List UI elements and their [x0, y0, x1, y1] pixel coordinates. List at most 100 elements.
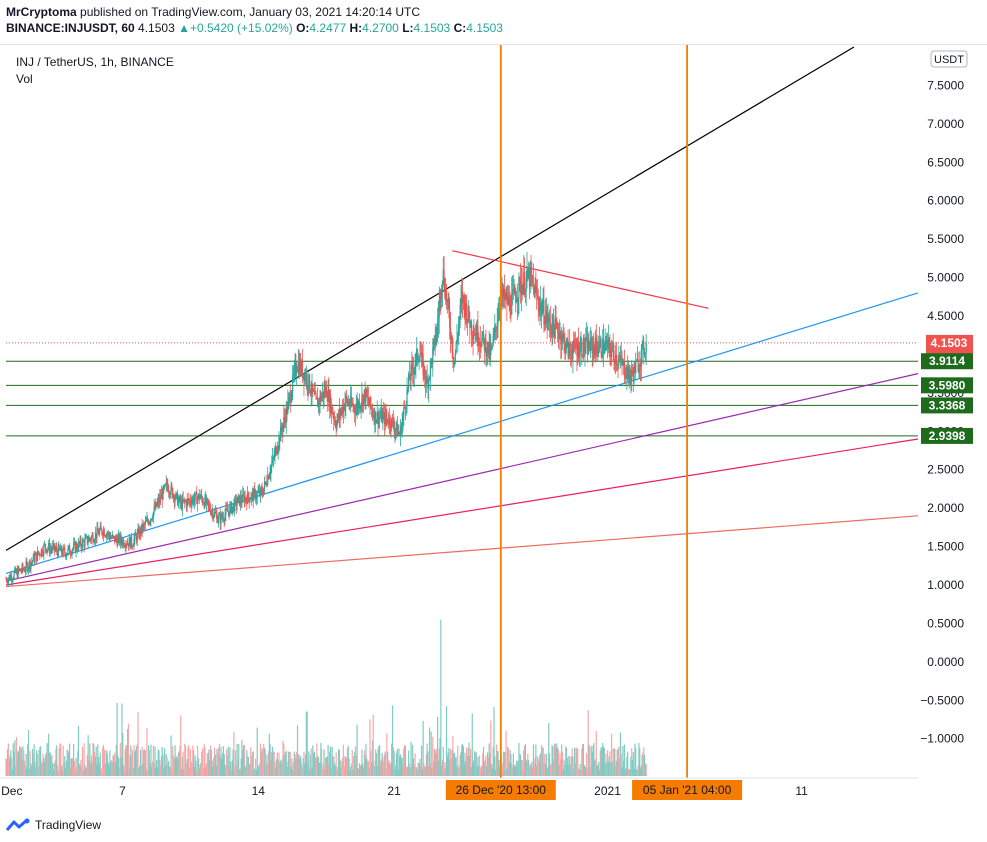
price-axis[interactable]: 7.50007.00006.50006.00005.50005.00004.50…	[918, 45, 987, 778]
volume-bar	[605, 753, 607, 776]
volume-bar	[486, 766, 488, 776]
candle-body	[429, 361, 431, 378]
candle-body	[592, 344, 594, 354]
marker-time-badge[interactable]	[445, 780, 556, 800]
candle-body	[298, 362, 300, 375]
volume-bar	[638, 743, 640, 776]
candle-body	[548, 315, 551, 323]
candle-body	[623, 361, 625, 363]
candle-body	[438, 302, 440, 318]
candle-body	[383, 412, 385, 415]
volume-bar	[279, 760, 282, 776]
candle-body	[342, 405, 345, 414]
volume-bar	[143, 749, 145, 776]
volume-bar	[312, 745, 314, 776]
candle-body	[415, 354, 417, 365]
series-title[interactable]: INJ / TetherUS, 1h, BINANCE	[16, 55, 174, 69]
volume-bar	[60, 743, 62, 776]
candle-body	[217, 515, 220, 521]
candle-body	[73, 541, 76, 544]
volume-bar	[508, 762, 510, 776]
candle-body	[118, 534, 120, 538]
candle-body	[364, 389, 366, 402]
volume-label[interactable]: Vol	[16, 72, 33, 86]
volume-bar	[292, 762, 295, 776]
candle-body	[377, 412, 379, 424]
trend-line[interactable]	[5, 438, 919, 586]
trend-line[interactable]	[5, 515, 919, 588]
candle-body	[566, 339, 568, 341]
candle-body	[64, 553, 67, 558]
volume-bar	[27, 729, 30, 776]
candle-body	[122, 539, 124, 545]
candle-body	[474, 333, 477, 336]
trend-lines[interactable]	[5, 46, 919, 588]
volume-bar	[70, 758, 72, 776]
volume-bar	[199, 764, 201, 776]
trend-line[interactable]	[452, 250, 709, 309]
volume-bar	[359, 765, 361, 776]
candle-body	[106, 534, 109, 535]
trend-line[interactable]	[5, 46, 855, 551]
author-name[interactable]: MrCryptoma	[6, 5, 77, 19]
trend-line[interactable]	[5, 373, 919, 582]
trend-line[interactable]	[5, 292, 919, 575]
candle-body	[471, 334, 473, 337]
volume-bar	[150, 744, 152, 776]
candle-body	[40, 555, 42, 557]
volume-bar	[453, 753, 455, 776]
volume-bar	[566, 757, 568, 776]
candle-body	[283, 417, 285, 425]
candle-body	[271, 457, 274, 464]
candle-body	[509, 297, 511, 313]
volume-bar	[375, 752, 378, 776]
marker-time-badge[interactable]	[632, 780, 743, 800]
volume-bar	[244, 765, 246, 776]
candle-body	[362, 394, 365, 406]
unit-box[interactable]	[930, 50, 968, 68]
unit-label[interactable]: USDT	[934, 54, 964, 66]
volume-bar	[108, 765, 110, 776]
volume-bar	[463, 762, 465, 776]
candle-body	[250, 499, 252, 500]
candle-body	[515, 300, 518, 303]
candle-body	[281, 430, 283, 432]
candle-body	[137, 528, 139, 533]
volume-bar	[489, 752, 491, 776]
candle-body	[610, 351, 613, 358]
volume-bar	[350, 766, 352, 776]
candle-body	[89, 539, 92, 541]
volume-bar	[563, 759, 565, 776]
volume-bar	[629, 769, 631, 776]
candle-body	[510, 312, 512, 315]
volume-bar	[419, 758, 421, 776]
candle-body	[105, 535, 107, 538]
candle-body	[6, 578, 8, 582]
candle-body	[366, 389, 368, 396]
horizontal-levels[interactable]	[6, 342, 918, 437]
candle-body	[459, 304, 461, 319]
volume-bar	[240, 758, 242, 776]
volume-bar	[147, 770, 149, 776]
candle-body	[289, 394, 291, 403]
volume-bar	[556, 743, 558, 776]
volume-bar	[326, 756, 328, 776]
candle-body	[173, 495, 175, 502]
candle-body	[280, 426, 283, 431]
volume-bar	[98, 756, 100, 776]
symbol-name[interactable]: BINANCE:INJUSDT, 60	[6, 21, 135, 35]
candle-body	[380, 410, 382, 418]
vertical-markers[interactable]	[499, 45, 688, 778]
footer-branding[interactable]: TradingView	[6, 816, 101, 834]
volume-bar	[585, 766, 587, 776]
candle-body	[402, 415, 404, 422]
volume-bar	[139, 750, 142, 776]
candle-body	[584, 347, 586, 352]
volume-bar	[59, 743, 61, 776]
candle-body	[242, 494, 245, 496]
volume-bar	[590, 766, 592, 776]
candle-body	[304, 373, 307, 381]
volume-bar	[511, 763, 513, 776]
